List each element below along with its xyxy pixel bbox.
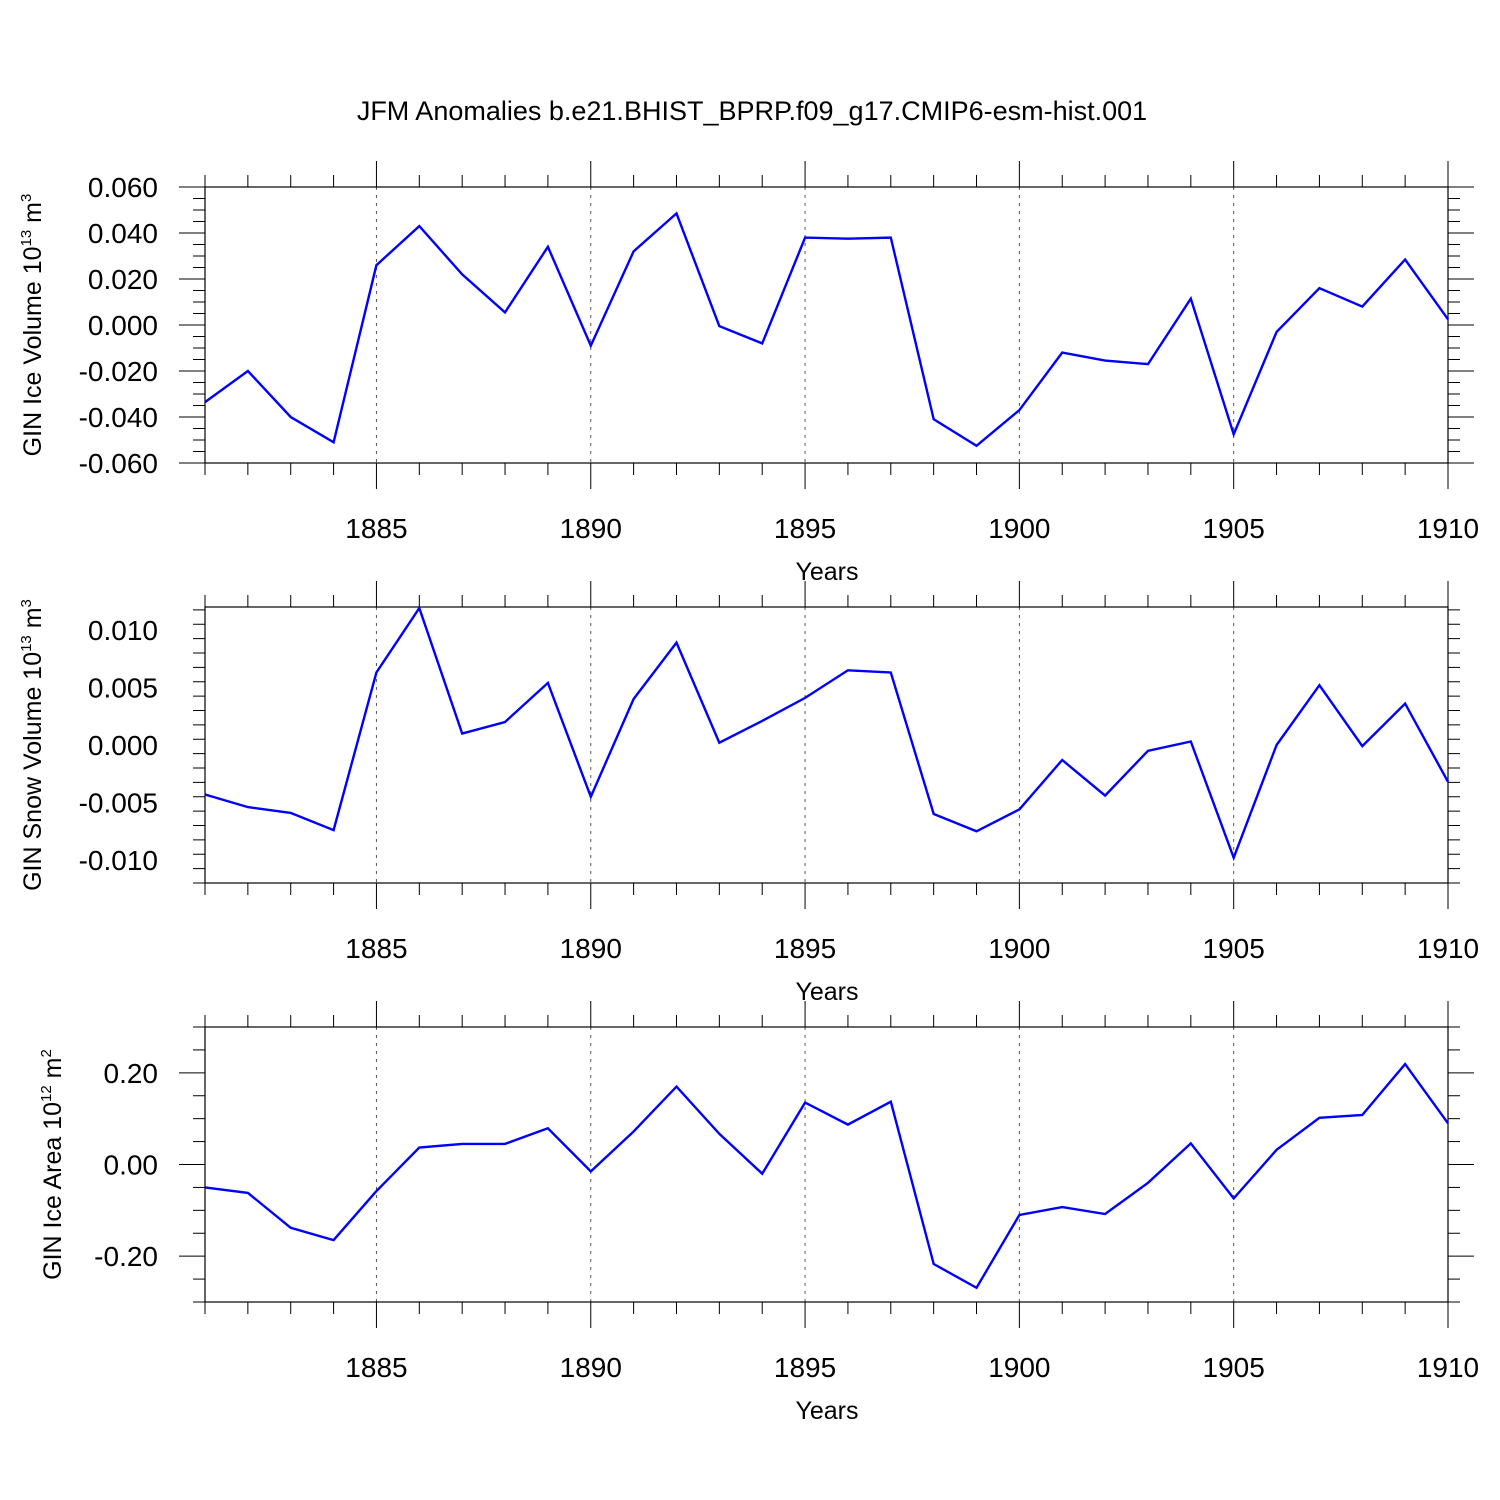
x-tick-label: 1895 (774, 933, 836, 964)
plot-frame (204, 186, 1449, 464)
plot-frame (204, 1026, 1449, 1303)
x-tick-label: 1885 (345, 1352, 407, 1383)
y-tick-label: 0.010 (88, 615, 158, 646)
x-tick-label: 1905 (1203, 933, 1265, 964)
y-tick-label: -0.20 (94, 1241, 158, 1272)
x-axis-label: Years (795, 978, 858, 1006)
series-line (204, 211, 1449, 448)
x-tick-label: 1910 (1417, 1352, 1479, 1383)
y-tick-label: 0.000 (88, 310, 158, 341)
y-tick-label: 0.00 (104, 1150, 159, 1181)
x-tick-label: 1890 (560, 1352, 622, 1383)
y-tick-label: -0.060 (79, 448, 158, 479)
x-tick-label: 1895 (774, 513, 836, 544)
x-tick-label: 1890 (560, 513, 622, 544)
x-tick-label: 1885 (345, 513, 407, 544)
series-line (204, 605, 1450, 862)
y-tick-label: 0.20 (104, 1058, 159, 1089)
chart-title: JFM Anomalies b.e21.BHIST_BPRP.f09_g17.C… (356, 96, 1148, 126)
x-axis-label: Years (795, 1397, 858, 1425)
panel-snow-volume: -0.010 -0.005 0.000 0.005 0.010 1885 1890 1895 1… (18, 581, 1479, 1006)
series-line (204, 1062, 1449, 1290)
panel-ice-volume: -0.060 -0.040 -0.020 0.000 0.020 0.040 0.060 18… (18, 161, 1479, 586)
y-tick-label: 0.040 (88, 218, 158, 249)
x-tick-label: 1910 (1417, 933, 1479, 964)
y-tick-label: -0.010 (79, 845, 158, 876)
x-tick-label: 1900 (988, 1352, 1050, 1383)
x-tick-label: 1910 (1417, 513, 1479, 544)
y-tick-label: 0.000 (88, 730, 158, 761)
x-tick-label: 1905 (1203, 1352, 1265, 1383)
y-axis-label: GIN Ice Area 1012 m2 (38, 1049, 67, 1280)
y-axis-label: GIN Snow Volume 1013 m3 (18, 599, 47, 891)
x-tick-label: 1885 (345, 933, 407, 964)
x-tick-label: 1895 (774, 1352, 836, 1383)
y-tick-label: -0.020 (79, 356, 158, 387)
y-tick-label: 0.005 (88, 673, 158, 704)
y-tick-label: -0.040 (79, 402, 158, 433)
x-tick-label: 1905 (1203, 513, 1265, 544)
plot-frame (204, 606, 1449, 884)
y-axis-label: GIN Ice Volume 1013 m3 (18, 194, 47, 457)
x-tick-label: 1900 (988, 513, 1050, 544)
x-tick-label: 1900 (988, 933, 1050, 964)
y-tick-label: 0.020 (88, 264, 158, 295)
x-axis-label: Years (795, 558, 858, 586)
panel-ice-area: -0.20 0.00 0.20 1885 1890 1895 1900 1905 1910 Yea… (38, 1001, 1479, 1425)
y-tick-label: 0.060 (88, 172, 158, 203)
x-tick-label: 1890 (560, 933, 622, 964)
y-tick-label: -0.005 (79, 788, 158, 819)
